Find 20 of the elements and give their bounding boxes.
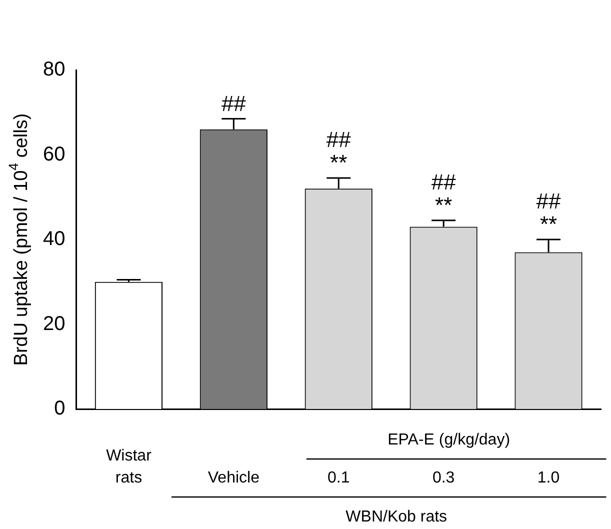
text: EPA-E (g/kg/day) [388, 431, 510, 448]
x-tick-label: 1.0 [537, 469, 560, 486]
x-tick-label: Wistar rats [106, 447, 152, 486]
annotation: ## [536, 188, 562, 214]
y-tick-label: 0 [54, 398, 66, 420]
annotation: ** [435, 192, 453, 218]
y-tick-label: 20 [42, 312, 66, 335]
x-tick-label: Vehicle [208, 469, 260, 486]
annotation: ** [330, 150, 348, 176]
y-tick-label: 80 [42, 58, 66, 81]
annotation: ## [221, 90, 247, 116]
annotation: ## [326, 127, 352, 152]
x-tick-label: 0.3 [432, 469, 455, 486]
x-tick-label: 0.1 [328, 469, 350, 486]
y-tick-label: 40 [42, 228, 66, 250]
text: WBN/Kob rats [346, 508, 448, 526]
annotation: ## [431, 169, 457, 194]
y-axis-title: BrdU uptake (pmol / 104 cells) [6, 113, 32, 366]
annotation: ** [540, 212, 558, 237]
y-tick-label: 60 [42, 143, 66, 166]
